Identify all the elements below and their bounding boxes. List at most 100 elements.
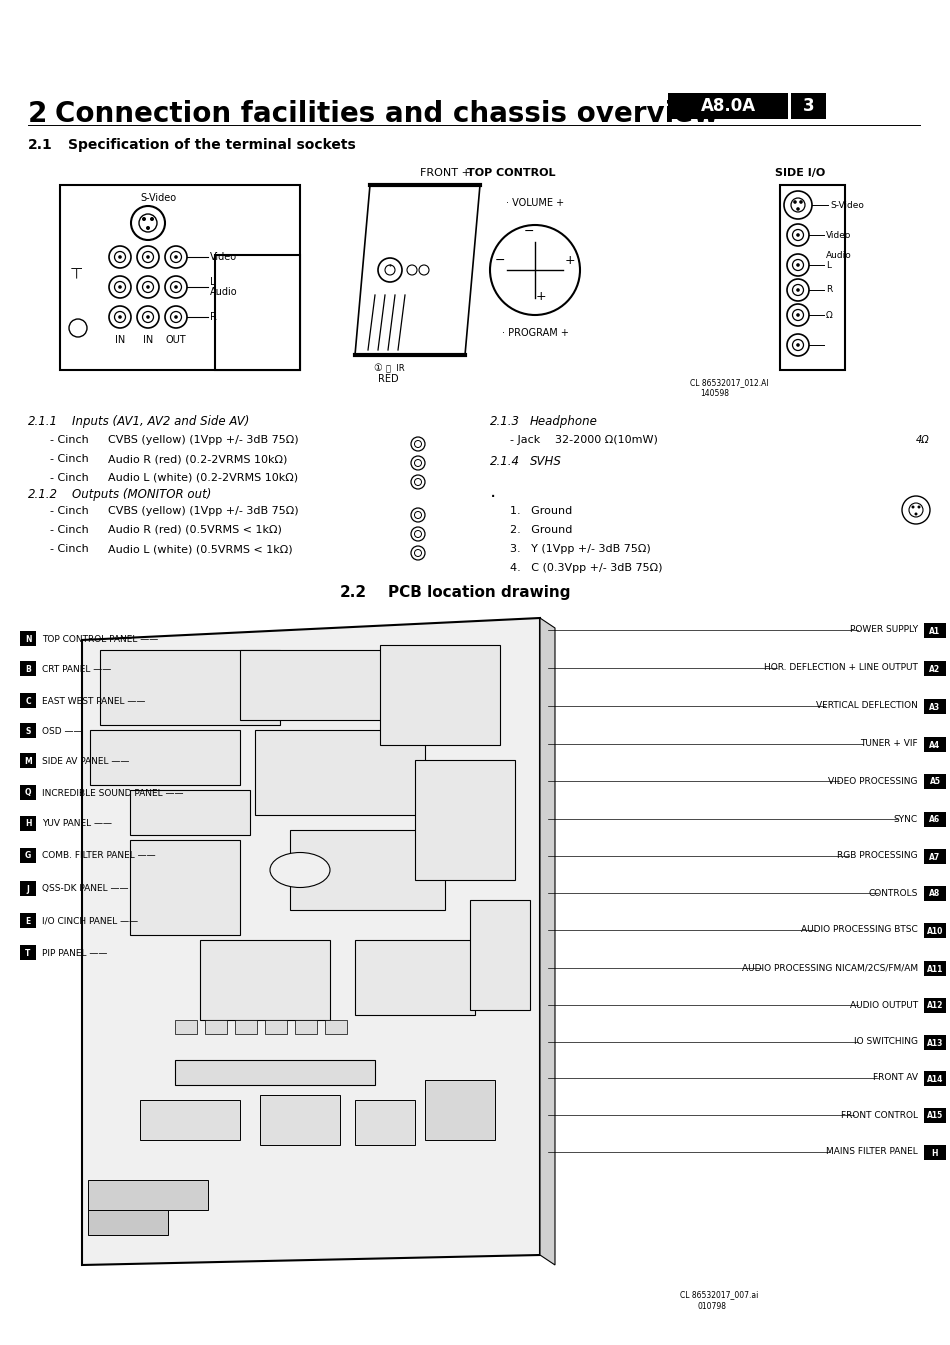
Text: Inputs (AV1, AV2 and Side AV): Inputs (AV1, AV2 and Side AV) [72,416,249,428]
Text: Video: Video [826,230,851,239]
Bar [924,886,946,901]
Bar [924,1036,946,1050]
Text: CL 86532017_012.AI: CL 86532017_012.AI [690,378,769,387]
Polygon shape [82,617,540,1266]
Bar [924,660,946,677]
Circle shape [902,496,930,525]
Text: A7: A7 [929,853,940,862]
Circle shape [115,252,125,262]
Circle shape [174,285,178,289]
Text: Audio: Audio [210,286,238,297]
Text: 3.   Y (1Vpp +/- 3dB 75Ω): 3. Y (1Vpp +/- 3dB 75Ω) [510,543,651,554]
Bar [20,816,36,831]
Circle shape [146,315,150,319]
Text: - Cinch: - Cinch [50,473,88,483]
Circle shape [165,246,187,268]
Text: RGB PROCESSING: RGB PROCESSING [837,851,918,861]
Text: - Cinch: - Cinch [50,543,88,554]
Bar [924,1071,946,1085]
Text: ·: · [490,488,496,507]
Text: OSD ——: OSD —— [42,726,83,736]
Bar [425,1080,495,1141]
Bar [380,646,500,745]
Text: 2.1: 2.1 [28,139,53,152]
Text: A6: A6 [929,815,940,824]
Text: 2: 2 [28,100,48,128]
Bar [90,730,240,785]
Text: 2.   Ground: 2. Ground [510,525,572,535]
Circle shape [139,214,157,231]
Text: 2.2: 2.2 [340,585,367,600]
Bar [325,1020,347,1034]
Circle shape [109,246,131,268]
Text: IN: IN [115,335,125,346]
Bar [924,1145,946,1159]
Bar [791,93,826,118]
Text: E: E [26,916,30,925]
Bar [60,186,300,370]
Text: ①: ① [373,363,382,373]
Bar [470,900,530,1010]
Text: PCB location drawing: PCB location drawing [388,585,571,600]
Circle shape [411,437,425,451]
Text: EAST WEST PANEL ——: EAST WEST PANEL —— [42,697,145,706]
Text: L: L [210,277,216,286]
Bar [20,693,36,707]
Bar [415,760,515,880]
Bar [20,785,36,800]
Text: IN: IN [142,335,153,346]
Circle shape [796,288,800,292]
Circle shape [796,313,800,317]
Bar [924,812,946,827]
Bar [20,847,36,863]
Circle shape [792,309,804,320]
Text: COMB. FILTER PANEL ——: COMB. FILTER PANEL —— [42,851,156,861]
Text: R: R [826,285,832,295]
Bar [295,1020,317,1034]
Bar [100,650,280,725]
Circle shape [146,285,150,289]
Bar [20,946,36,960]
Text: 4Ω: 4Ω [916,434,930,445]
Text: A1: A1 [929,627,940,635]
Bar [175,1060,375,1085]
Bar [20,913,36,928]
Circle shape [115,312,125,323]
Text: A3: A3 [929,702,940,712]
Text: 2.1.1: 2.1.1 [28,416,58,428]
Bar [355,940,475,1015]
Circle shape [414,550,422,557]
Text: A8: A8 [929,889,940,898]
Circle shape [131,206,165,239]
Circle shape [170,281,181,292]
Bar [355,1100,415,1145]
Text: CL 86532017_007.ai: CL 86532017_007.ai [680,1290,758,1299]
Circle shape [414,479,422,486]
Bar [20,631,36,646]
Text: S-Video: S-Video [830,200,864,210]
Text: TOP CONTROL PANEL ——: TOP CONTROL PANEL —— [42,635,159,643]
Text: - Cinch: - Cinch [50,525,88,535]
Text: Audio L (white) (0.5VRMS < 1kΩ): Audio L (white) (0.5VRMS < 1kΩ) [108,543,293,554]
Text: Ω: Ω [826,311,833,320]
Circle shape [118,285,122,289]
Text: 1.   Ground: 1. Ground [510,506,572,516]
Text: T: T [26,948,30,958]
Circle shape [784,191,812,219]
Text: Outputs (MONITOR out): Outputs (MONITOR out) [72,488,211,500]
Text: B: B [25,664,30,674]
Bar [235,1020,257,1034]
Text: Audio R (red) (0.5VRMS < 1kΩ): Audio R (red) (0.5VRMS < 1kΩ) [108,525,282,535]
Text: R: R [210,312,217,321]
Circle shape [792,339,804,351]
Text: A14: A14 [927,1075,943,1084]
Circle shape [137,307,159,328]
Text: A5: A5 [929,777,940,787]
Bar [260,1095,340,1145]
Circle shape [787,225,809,246]
Bar [88,1210,168,1235]
Bar [780,186,845,370]
Text: - Cinch: - Cinch [50,434,88,445]
Text: TUNER + VIF: TUNER + VIF [861,740,918,749]
Circle shape [69,319,87,338]
